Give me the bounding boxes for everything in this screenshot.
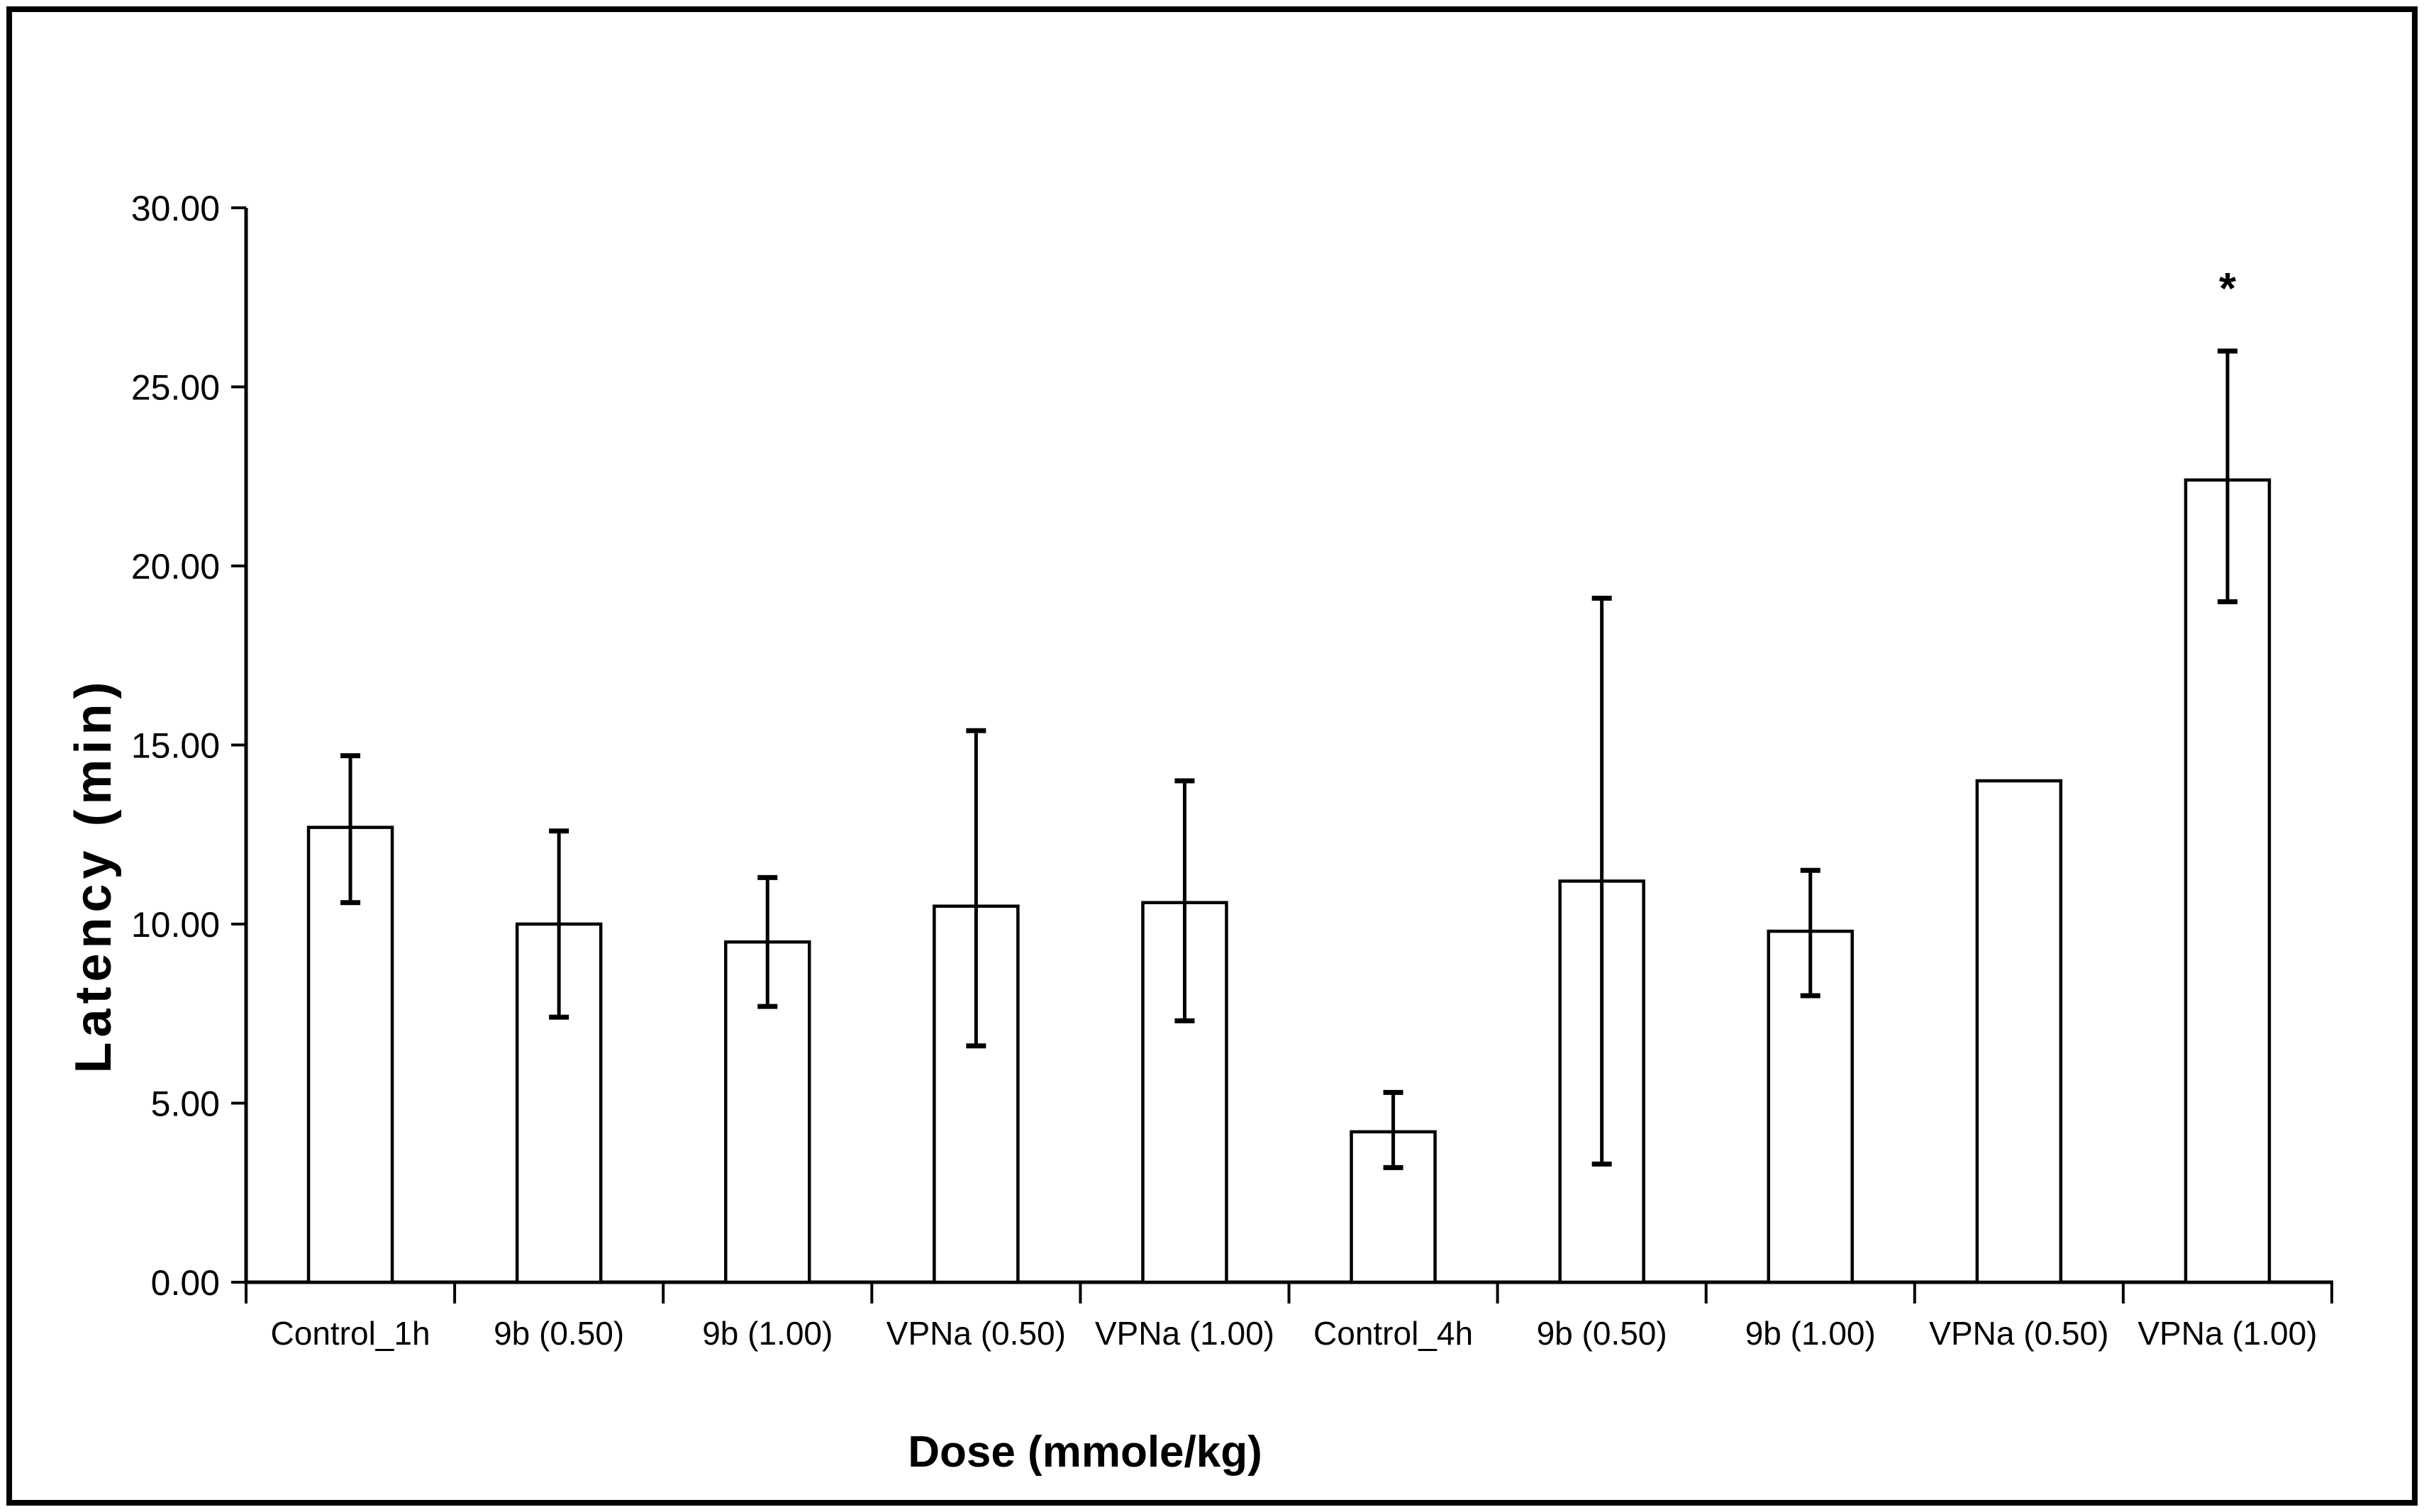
x-category-label: Control_1h xyxy=(271,1315,430,1352)
y-tick-label: 20.00 xyxy=(131,547,220,587)
x-category-label: 9b (1.00) xyxy=(1745,1315,1876,1352)
x-category-label: 9b (0.50) xyxy=(1537,1315,1667,1352)
y-tick-label: 10.00 xyxy=(131,905,220,945)
y-tick-label: 15.00 xyxy=(131,726,220,766)
bar xyxy=(2184,478,2272,1284)
x-category-label: 9b (1.00) xyxy=(702,1315,833,1352)
y-tick-label: 30.00 xyxy=(131,189,220,228)
y-tick-label: 5.00 xyxy=(151,1084,220,1124)
significance-asterisk: * xyxy=(2219,265,2237,313)
figure-border xyxy=(6,6,2418,1506)
bar xyxy=(306,826,394,1284)
y-tick-label: 0.00 xyxy=(151,1263,220,1303)
x-axis-title: Dose (mmole/kg) xyxy=(908,1428,1262,1477)
x-category-label: 9b (0.50) xyxy=(494,1315,624,1352)
x-category-label: VPNa (0.50) xyxy=(1929,1315,2108,1352)
y-tick-label: 25.00 xyxy=(131,368,220,408)
x-category-label: VPNa (1.00) xyxy=(1095,1315,1274,1352)
x-category-label: Control_4h xyxy=(1313,1315,1473,1352)
x-category-label: VPNa (1.00) xyxy=(2137,1315,2317,1352)
bar xyxy=(1975,779,2063,1284)
x-category-label: VPNa (0.50) xyxy=(886,1315,1066,1352)
y-axis-title: Latency (min) xyxy=(65,677,122,1074)
